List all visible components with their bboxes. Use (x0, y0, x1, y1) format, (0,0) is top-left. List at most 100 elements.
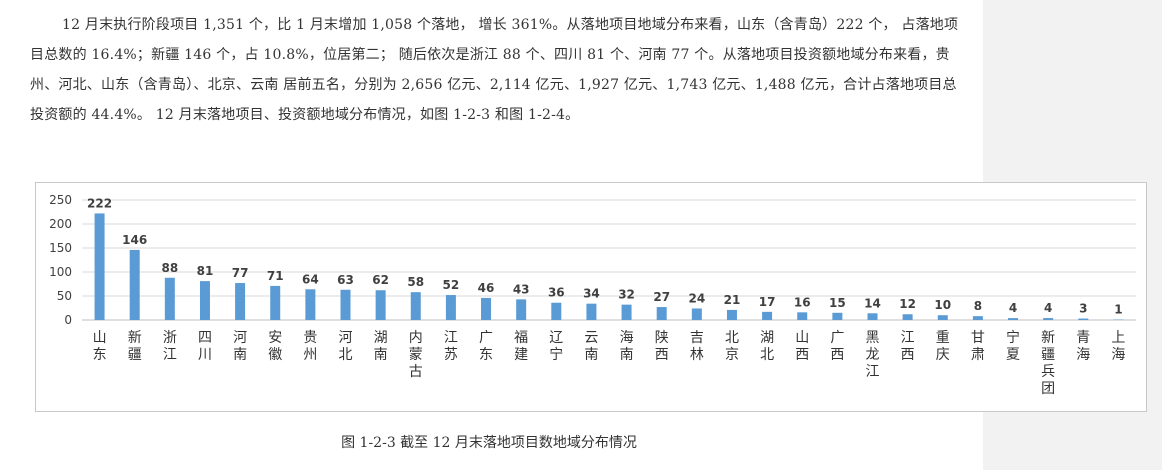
bar (94, 213, 105, 320)
data-label: 88 (161, 261, 178, 275)
bar (797, 312, 808, 320)
x-tick-label: 上海 (1111, 330, 1125, 363)
x-tick-label: 山东 (93, 330, 107, 363)
data-label: 62 (372, 273, 389, 287)
x-tick-label: 甘肃 (971, 330, 985, 363)
bar (621, 304, 632, 320)
data-label: 12 (899, 297, 916, 311)
data-label: 10 (934, 298, 951, 312)
x-tick-label: 贵州 (303, 330, 317, 363)
x-tick-label: 陕西 (655, 330, 669, 363)
x-tick-label: 湖北 (760, 330, 774, 363)
data-label: 1 (1114, 303, 1122, 317)
data-label: 77 (232, 266, 249, 280)
y-tick-label: 250 (49, 193, 72, 207)
data-label: 4 (1044, 301, 1052, 315)
x-tick-label: 福建 (514, 330, 528, 363)
x-tick-label: 安徽 (268, 330, 282, 363)
x-tick-label: 青海 (1076, 330, 1090, 363)
bar (762, 311, 773, 320)
data-label: 58 (407, 275, 424, 289)
x-tick-label: 黑龙江 (866, 330, 880, 380)
x-tick-label: 新疆兵团 (1041, 330, 1055, 397)
data-label: 63 (337, 273, 354, 287)
data-label: 17 (759, 295, 776, 309)
bar (235, 283, 246, 320)
bar (832, 312, 843, 320)
bar (972, 316, 983, 320)
bar (516, 299, 527, 320)
data-label: 222 (87, 196, 112, 210)
bar (445, 295, 456, 320)
bar (375, 290, 386, 320)
bar (902, 314, 913, 320)
y-tick-label: 150 (49, 241, 72, 255)
x-tick-label: 江苏 (444, 330, 458, 363)
data-label: 36 (548, 286, 565, 300)
bar (340, 289, 351, 320)
figure-caption: 图 1-2-3 截至 12 月末落地项目数地域分布情况 (0, 432, 983, 452)
data-label: 4 (1009, 301, 1017, 315)
x-tick-label: 四川 (198, 330, 212, 363)
data-label: 3 (1079, 302, 1087, 316)
x-tick-label: 河北 (339, 330, 353, 363)
bar (410, 292, 421, 320)
y-tick-label: 100 (49, 265, 72, 279)
x-tick-label: 海南 (620, 330, 634, 363)
bar (867, 313, 878, 320)
data-label: 32 (618, 288, 635, 302)
x-tick-label: 宁夏 (1006, 329, 1020, 363)
bar (270, 285, 281, 320)
bar (586, 303, 597, 320)
x-tick-label: 内蒙古 (409, 330, 423, 380)
bar (551, 302, 562, 320)
y-tick-label: 0 (64, 313, 72, 327)
data-label: 8 (974, 299, 982, 313)
bar (199, 281, 210, 320)
data-label: 27 (653, 290, 670, 304)
data-label: 16 (794, 295, 811, 309)
x-tick-label: 重庆 (936, 330, 950, 363)
x-tick-label: 湖南 (374, 330, 388, 363)
data-label: 71 (267, 269, 284, 283)
data-label: 52 (443, 278, 460, 292)
bar (1008, 318, 1019, 320)
bar (656, 307, 667, 320)
data-label: 15 (829, 296, 846, 310)
body-paragraph: 12 月末执行阶段项目 1,351 个，比 1 月末增加 1,058 个落地， … (30, 10, 970, 130)
x-tick-label: 辽宁 (549, 330, 563, 363)
data-label: 64 (302, 272, 319, 286)
bar (481, 297, 492, 320)
x-tick-label: 江西 (901, 330, 915, 363)
bar (164, 277, 175, 320)
x-tick-label: 浙江 (163, 330, 177, 363)
bar-chart: 0 50 100 150 200 250 222 山东 146 新疆 88 浙江 81 四川 77 河南 71 安… (35, 182, 1147, 412)
x-tick-label: 吉林 (690, 330, 704, 363)
bar (1078, 318, 1089, 320)
x-tick-label: 云南 (584, 330, 598, 363)
data-label: 34 (583, 287, 600, 301)
bar (129, 249, 140, 320)
x-tick-label: 北京 (725, 330, 739, 363)
bar (691, 308, 702, 320)
data-label: 21 (724, 293, 741, 307)
data-label: 146 (122, 233, 147, 247)
data-label: 81 (197, 264, 214, 278)
caption-text: 图 1-2-3 截至 12 月末落地项目数地域分布情况 (341, 435, 637, 451)
x-tick-label: 广东 (479, 330, 493, 363)
data-label: 24 (688, 291, 705, 305)
data-label: 14 (864, 296, 881, 310)
bar (305, 289, 316, 320)
bar (726, 309, 737, 320)
y-tick-label: 50 (57, 289, 72, 303)
x-tick-label: 河南 (233, 330, 247, 363)
x-tick-label: 山西 (795, 330, 809, 363)
paragraph-text: 12 月末执行阶段项目 1,351 个，比 1 月末增加 1,058 个落地， … (30, 17, 959, 123)
data-label: 43 (513, 282, 530, 296)
bar (1043, 318, 1054, 320)
x-tick-label: 广西 (830, 330, 844, 363)
bar (937, 315, 948, 320)
y-tick-label: 200 (49, 217, 72, 231)
